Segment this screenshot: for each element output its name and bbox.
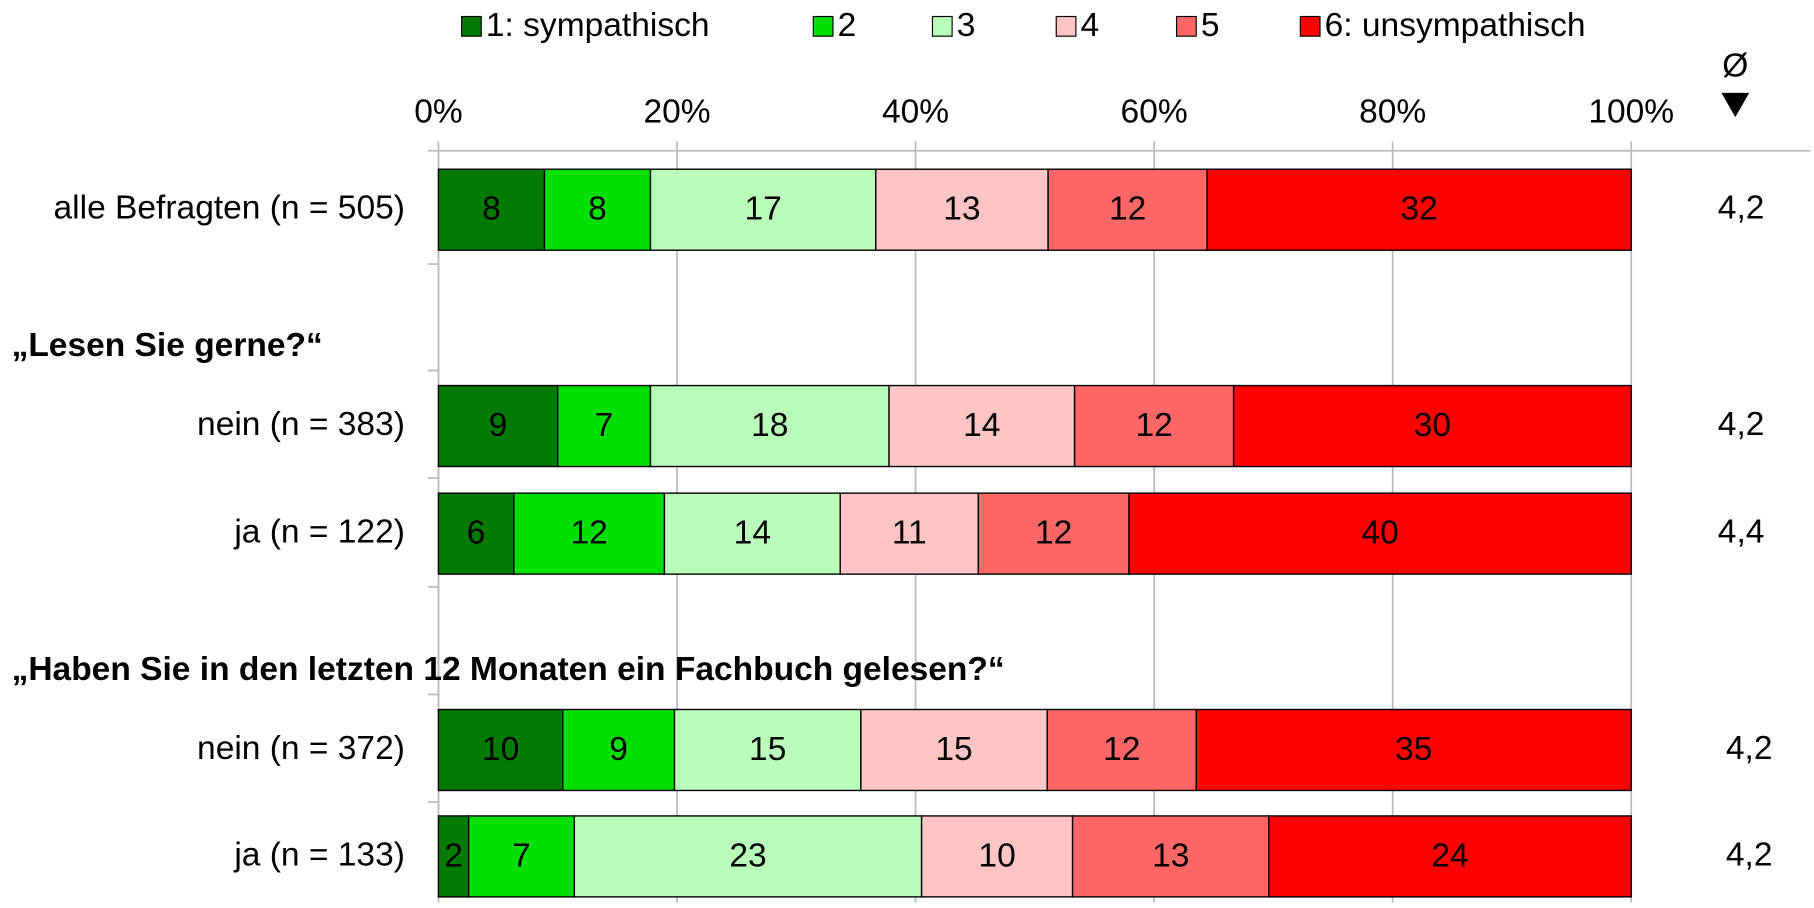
x-tick-label: 100%	[1588, 94, 1674, 131]
data-label: 12	[1109, 191, 1146, 228]
x-tick-label: 60%	[1121, 94, 1188, 131]
bar-segment	[1073, 384, 1235, 468]
data-label: 40	[1361, 515, 1398, 552]
legend-swatch	[1055, 15, 1077, 37]
x-tick-label: 0%	[414, 94, 462, 131]
data-label: 12	[570, 515, 607, 552]
bar-segment	[1047, 168, 1208, 251]
data-label: 10	[482, 731, 519, 768]
group-heading: „Lesen Sie gerne?“	[12, 327, 323, 364]
data-label: 2	[444, 837, 463, 874]
data-label: 12	[1135, 407, 1172, 444]
bar-segment	[562, 708, 676, 792]
average-label: 4,4	[1718, 513, 1765, 550]
bar-segment	[673, 708, 862, 792]
bar-segment	[437, 168, 546, 251]
data-label: 24	[1431, 837, 1468, 874]
bar-segment	[888, 384, 1076, 468]
data-label: 13	[1152, 837, 1189, 874]
data-label: 6	[467, 515, 486, 552]
bar-segment	[513, 492, 666, 575]
data-label: 17	[744, 191, 781, 228]
data-label: 8	[588, 191, 607, 228]
data-label: 18	[751, 407, 788, 444]
y-tick-label: ja (n = 122)	[233, 513, 405, 550]
legend-swatch	[931, 15, 953, 37]
average-label: 4,2	[1718, 190, 1765, 227]
bar-segment	[1128, 492, 1632, 575]
bar-segment	[437, 492, 515, 575]
data-label: 8	[482, 191, 501, 228]
bar-segment	[1206, 168, 1632, 251]
data-label: 7	[512, 837, 531, 874]
average-label: 4,2	[1726, 836, 1773, 873]
legend-swatch	[1299, 15, 1321, 37]
average-label: 4,2	[1726, 730, 1773, 767]
data-label: 12	[1035, 515, 1072, 552]
bar-segment	[649, 384, 890, 468]
data-label: 35	[1395, 731, 1432, 768]
bar-segment	[977, 492, 1130, 575]
data-label: 9	[609, 731, 628, 768]
bar-segment	[663, 492, 841, 575]
data-label: 14	[963, 407, 1000, 444]
x-tick-label: 40%	[882, 94, 949, 131]
bar-segment	[920, 815, 1074, 898]
data-label: 13	[943, 191, 980, 228]
x-tick-label: 20%	[643, 94, 710, 131]
bar-segment	[1268, 815, 1632, 898]
data-label: 12	[1103, 731, 1140, 768]
data-label: 32	[1401, 191, 1438, 228]
data-label: 30	[1414, 407, 1451, 444]
group-heading: „Haben Sie in den letzten 12 Monaten ein…	[12, 651, 1005, 688]
data-label: 15	[935, 731, 972, 768]
legend-label: 5	[1201, 7, 1220, 44]
legend-label: 1: sympathisch	[486, 7, 710, 44]
legend-swatch	[461, 15, 482, 37]
data-label: 11	[892, 515, 927, 552]
bar-segment	[1046, 708, 1198, 792]
data-label: 14	[734, 515, 771, 552]
bar-segment	[1195, 708, 1632, 792]
bar-segment	[557, 384, 652, 468]
x-tick-label: 80%	[1359, 94, 1426, 131]
average-arrow	[1721, 92, 1750, 118]
y-tick-label: nein (n = 372)	[197, 730, 405, 767]
bar-segment	[1232, 384, 1632, 468]
bar-segment	[649, 168, 877, 251]
y-tick-label: ja (n = 133)	[233, 836, 405, 873]
legend-swatch	[812, 15, 834, 37]
legend-label: 6: unsympathisch	[1325, 7, 1586, 44]
bar-segment	[573, 815, 923, 898]
bar-segment	[437, 708, 564, 792]
legend-swatch	[1175, 15, 1197, 37]
bar-segment	[1071, 815, 1270, 898]
bar-segment	[875, 168, 1049, 251]
bar-segment	[437, 384, 559, 468]
average-header: Ø	[1722, 47, 1748, 84]
data-label: 10	[978, 837, 1015, 874]
data-label: 15	[749, 731, 786, 768]
legend-label: 3	[957, 7, 976, 44]
y-tick-label: nein (n = 383)	[197, 406, 405, 443]
y-tick-label: alle Befragten (n = 505)	[54, 190, 405, 227]
legend-label: 2	[838, 7, 857, 44]
average-label: 4,2	[1718, 406, 1765, 443]
data-label: 23	[729, 837, 766, 874]
legend-label: 4	[1081, 7, 1100, 44]
data-label: 9	[489, 407, 508, 444]
data-label: 7	[595, 407, 614, 444]
